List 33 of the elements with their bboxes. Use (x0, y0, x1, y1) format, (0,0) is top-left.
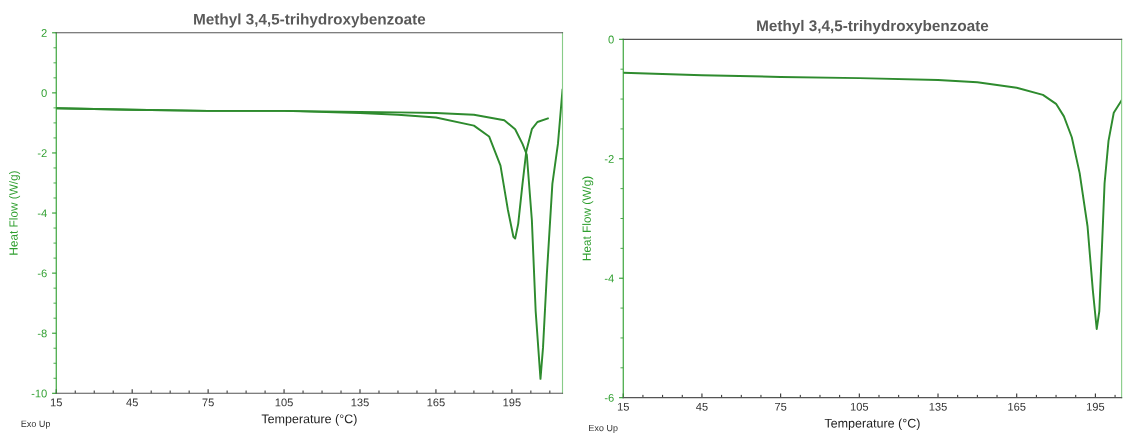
chart-title: Methyl 3,4,5-trihydroxybenzoate (194, 13, 426, 28)
x-tick-label: 165 (427, 398, 445, 407)
y-tick-label: -6 (37, 269, 47, 278)
x-tick-label: 75 (775, 402, 787, 411)
x-tick-label: 15 (50, 398, 62, 407)
y-tick-label: -6 (604, 393, 614, 402)
y-tick-label: -2 (37, 149, 47, 157)
x-axis-title: Temperature (°C) (824, 418, 920, 431)
y-tick-label: 0 (608, 35, 614, 44)
x-tick-label: 165 (1008, 402, 1026, 411)
x-tick-label: 75 (202, 398, 214, 407)
text: Exo Up (589, 424, 618, 433)
y-tick-label: -8 (37, 329, 47, 338)
x-tick-label: 105 (275, 398, 293, 407)
y-tick-label: -4 (604, 274, 614, 283)
y-axis-title: Heat Flow (W/g) (582, 176, 594, 261)
x-axis-title: Temperature (°C) (261, 414, 357, 426)
y-tick-label: -2 (604, 155, 614, 163)
y-axis-title: Heat Flow (W/g) (9, 171, 21, 255)
y-tick-label: -4 (37, 209, 47, 218)
x-tick-label: 135 (351, 398, 369, 407)
x-tick-label: 45 (126, 398, 138, 407)
x-tick-label: 195 (503, 398, 521, 407)
y-tick-label: 0 (41, 89, 47, 97)
x-tick-label: 135 (929, 402, 947, 411)
x-tick-label: 15 (617, 402, 629, 411)
y-tick-label: 2 (41, 29, 47, 37)
x-tick-label: 195 (1086, 402, 1105, 411)
chart-title: Methyl 3,4,5-trihydroxybenzoate (757, 19, 989, 35)
x-tick-label: 45 (696, 402, 708, 411)
x-tick-label: 105 (850, 402, 869, 411)
text: Exo Up (21, 420, 51, 429)
y-tick-label: -10 (31, 389, 47, 398)
